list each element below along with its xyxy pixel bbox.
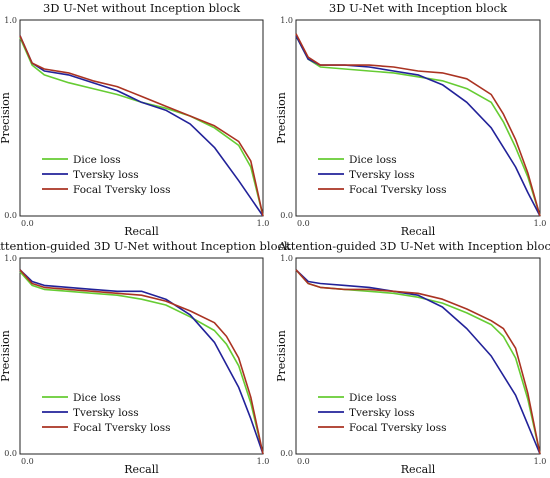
chart-panel-1: 3D U-Net without Inception block 1.0 0.0 0.…	[0, 1, 269, 238]
legend-label: Focal Tversky loss	[349, 422, 447, 434]
chart-title: 3D U-Net without Inception block	[43, 1, 241, 15]
y-axis-label: Precision	[275, 330, 288, 382]
x-tick-label: 1.0	[257, 219, 270, 228]
y-tick-label: 1.0	[4, 254, 17, 263]
legend-label: Dice loss	[73, 392, 121, 404]
chart-title: Attention-guided 3D U-Net without Incept…	[0, 239, 292, 253]
legend: Dice loss Tversky loss Focal Tversky loss	[318, 392, 447, 434]
legend-label: Dice loss	[73, 154, 121, 166]
legend: Dice loss Tversky loss Focal Tversky loss	[42, 392, 171, 434]
chart-panel-3: Attention-guided 3D U-Net without Incept…	[0, 239, 292, 476]
x-tick-label: 1.0	[257, 457, 270, 466]
x-tick-label: 0.0	[21, 457, 34, 466]
y-tick-label: 0.0	[280, 449, 293, 458]
y-tick-label: 1.0	[4, 16, 17, 25]
x-axis-label: Recall	[401, 463, 436, 476]
y-tick-label: 0.0	[280, 211, 293, 220]
x-tick-label: 1.0	[534, 457, 547, 466]
legend-label: Tversky loss	[349, 407, 415, 419]
chart-panel-2: 3D U-Net with Inception block 1.0 0.0 0.0 1.…	[275, 1, 546, 238]
y-tick-label: 0.0	[4, 449, 17, 458]
legend-label: Dice loss	[349, 154, 397, 166]
x-axis-label: Recall	[401, 225, 436, 238]
x-axis-label: Recall	[124, 225, 159, 238]
x-tick-label: 0.0	[21, 219, 34, 228]
legend-label: Tversky loss	[73, 169, 139, 181]
x-tick-label: 1.0	[534, 219, 547, 228]
legend-label: Tversky loss	[73, 407, 139, 419]
legend-label: Dice loss	[349, 392, 397, 404]
chart-panel-4: Attention-guided 3D U-Net with Inception…	[275, 239, 550, 476]
x-tick-label: 0.0	[297, 457, 310, 466]
legend: Dice loss Tversky loss Focal Tversky loss	[318, 154, 447, 196]
legend-label: Focal Tversky loss	[349, 184, 447, 196]
legend: Dice loss Tversky loss Focal Tversky loss	[42, 154, 171, 196]
legend-label: Focal Tversky loss	[73, 422, 171, 434]
x-axis-label: Recall	[124, 463, 159, 476]
y-axis-label: Precision	[0, 92, 12, 144]
chart-title: Attention-guided 3D U-Net with Inception…	[277, 239, 550, 253]
legend-label: Focal Tversky loss	[73, 184, 171, 196]
y-tick-label: 1.0	[280, 16, 293, 25]
y-axis-label: Precision	[0, 330, 12, 382]
chart-title: 3D U-Net with Inception block	[329, 1, 508, 15]
x-tick-label: 0.0	[297, 219, 310, 228]
legend-label: Tversky loss	[349, 169, 415, 181]
y-axis-label: Precision	[275, 92, 288, 144]
y-tick-label: 1.0	[280, 254, 293, 263]
y-tick-label: 0.0	[4, 211, 17, 220]
